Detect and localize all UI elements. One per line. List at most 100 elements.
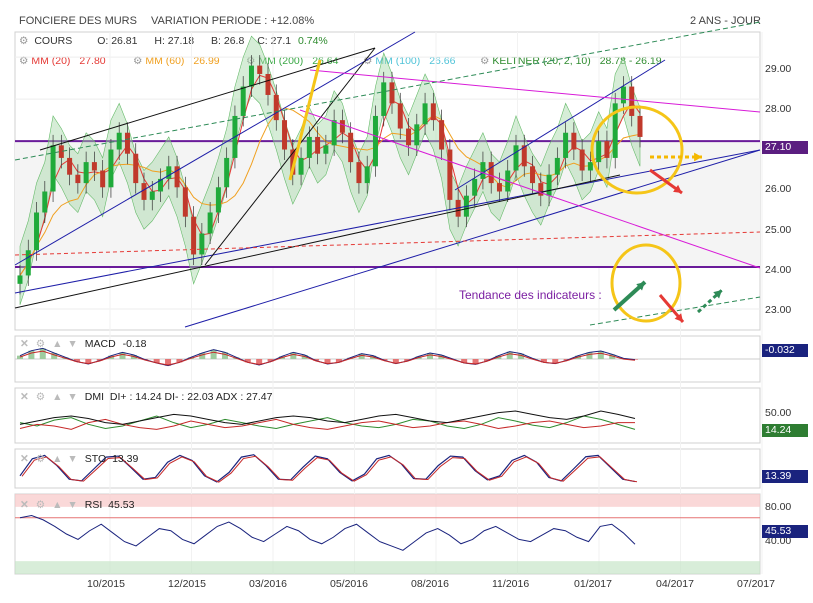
gear-icon[interactable]: ⚙ — [35, 338, 46, 350]
gear-icon[interactable]: ⚙ — [19, 55, 29, 67]
arrow-up-indicator-head — [636, 282, 645, 291]
candle-body — [397, 103, 403, 129]
candle-body — [91, 162, 97, 171]
candle-body — [480, 162, 486, 179]
candle-body — [124, 132, 130, 154]
up-arrow-icon[interactable]: ▲ — [52, 391, 63, 403]
down-arrow-icon[interactable]: ▼ — [67, 391, 78, 403]
macd-hist-bar — [404, 359, 411, 361]
macd-hist-bar — [119, 352, 126, 359]
x-tick: 05/2016 — [330, 578, 368, 590]
candle-body — [447, 149, 453, 200]
down-arrow-icon[interactable]: ▼ — [67, 453, 78, 465]
price-tick: 26.00 — [765, 183, 792, 195]
legend-open: O: 26.81 — [97, 35, 138, 47]
close-icon[interactable]: ✕ — [20, 453, 29, 465]
rsi-line — [19, 515, 636, 551]
dmi-title: ✕ ⚙ ▲ ▼ DMI DI+ : 14.24 DI- : 22.03 ADX … — [20, 391, 272, 403]
x-tick: 12/2015 — [168, 578, 206, 590]
macd-label: MACD — [84, 338, 116, 350]
arrow-up-dashed-head — [713, 290, 722, 299]
macd-hist-bar — [335, 359, 342, 363]
macd-hist-bar — [153, 359, 160, 363]
candle-body — [240, 86, 246, 116]
sto-title: ✕ ⚙ ▲ ▼ STO 13.39 — [20, 453, 138, 465]
candle-body — [513, 145, 519, 171]
price-tick: 24.00 — [765, 264, 792, 276]
candle-body — [265, 73, 271, 95]
candle-body — [248, 65, 254, 87]
candle-body — [496, 183, 502, 192]
macd-hist-bar — [256, 359, 263, 365]
candle-body — [315, 136, 321, 154]
dmi-tick: 50.00 — [765, 407, 792, 419]
candle-body — [620, 86, 626, 104]
macd-hist-bar — [96, 359, 103, 361]
up-arrow-icon[interactable]: ▲ — [52, 499, 63, 511]
price-tick: 28.00 — [765, 103, 792, 115]
candle-body — [141, 183, 147, 200]
legend-mm60[interactable]: ⚙ MM (60) 26.99 — [133, 55, 220, 67]
macd-title: ✕ ⚙ ▲ ▼ MACD -0.18 — [20, 338, 147, 350]
candle-body — [538, 183, 544, 196]
candle-body — [50, 145, 56, 192]
price-tick: 25.00 — [765, 224, 792, 236]
down-arrow-icon[interactable]: ▼ — [67, 338, 78, 350]
candle-body — [406, 128, 412, 146]
macd-hist-bar — [324, 359, 331, 364]
candle-body — [381, 82, 387, 116]
macd-hist-bar — [358, 353, 365, 359]
gear-icon[interactable]: ⚙ — [133, 55, 143, 67]
candle-body — [472, 178, 478, 196]
candle-body — [75, 174, 81, 184]
macd-hist-bar — [85, 359, 92, 364]
up-arrow-icon[interactable]: ▲ — [52, 453, 63, 465]
x-tick: 04/2017 — [656, 578, 694, 590]
close-icon[interactable]: ✕ — [20, 499, 29, 511]
gear-icon[interactable]: ⚙ — [19, 35, 29, 47]
candle-body — [166, 166, 172, 179]
up-arrow-icon[interactable]: ▲ — [52, 338, 63, 350]
price-tick: 23.00 — [765, 304, 792, 316]
candle-body — [42, 191, 48, 213]
legend-mm20[interactable]: ⚙ MM (20) 27.80 — [19, 55, 106, 67]
macd-hist-bar — [199, 353, 206, 359]
variation-periode: VARIATION PERIODE : +12.08% — [151, 15, 315, 27]
close-icon[interactable]: ✕ — [20, 338, 29, 350]
gear-icon[interactable]: ⚙ — [363, 55, 373, 67]
arrow-down-indicator-head — [674, 313, 683, 322]
macd-hist-bar — [518, 353, 525, 359]
macd-hist-bar — [597, 351, 604, 359]
macd-hist-bar — [563, 359, 570, 361]
legend-mm200[interactable]: ⚙ MM (200) 26.64 — [246, 55, 338, 67]
sto-panel-frame — [14, 448, 761, 489]
gear-icon[interactable]: ⚙ — [480, 55, 490, 67]
macd-hist-bar — [392, 359, 399, 364]
candle-body — [306, 136, 312, 158]
trendline-green-dashed — [14, 21, 761, 161]
gear-icon[interactable]: ⚙ — [246, 55, 256, 67]
macd-hist-bar — [540, 359, 547, 363]
macd-hist-bar — [73, 359, 80, 362]
candle-body — [364, 166, 370, 184]
candle-body — [191, 216, 197, 255]
macd-hist-bar — [461, 359, 468, 363]
period-selector[interactable]: 2 ANS - JOUR — [690, 15, 761, 27]
close-icon[interactable]: ✕ — [20, 391, 29, 403]
trendline-yellow — [288, 59, 322, 181]
arrow-down-head — [673, 184, 682, 193]
macd-hist-bar — [586, 352, 593, 359]
down-arrow-icon[interactable]: ▼ — [67, 499, 78, 511]
candle-body — [637, 115, 643, 137]
macd-hist-bar — [176, 359, 183, 363]
legend-cours[interactable]: ⚙ COURS O: 26.81 H: 27.18 B: 26.8 C: 27.… — [19, 35, 328, 47]
candle-body — [331, 120, 337, 146]
candle-body — [323, 145, 329, 154]
gear-icon[interactable]: ⚙ — [35, 391, 46, 403]
gear-icon[interactable]: ⚙ — [35, 499, 46, 511]
candle-body — [579, 149, 585, 171]
legend-keltner-value: 28.78 - 26.19 — [599, 55, 662, 67]
candle-body — [554, 157, 560, 175]
gear-icon[interactable]: ⚙ — [35, 453, 46, 465]
